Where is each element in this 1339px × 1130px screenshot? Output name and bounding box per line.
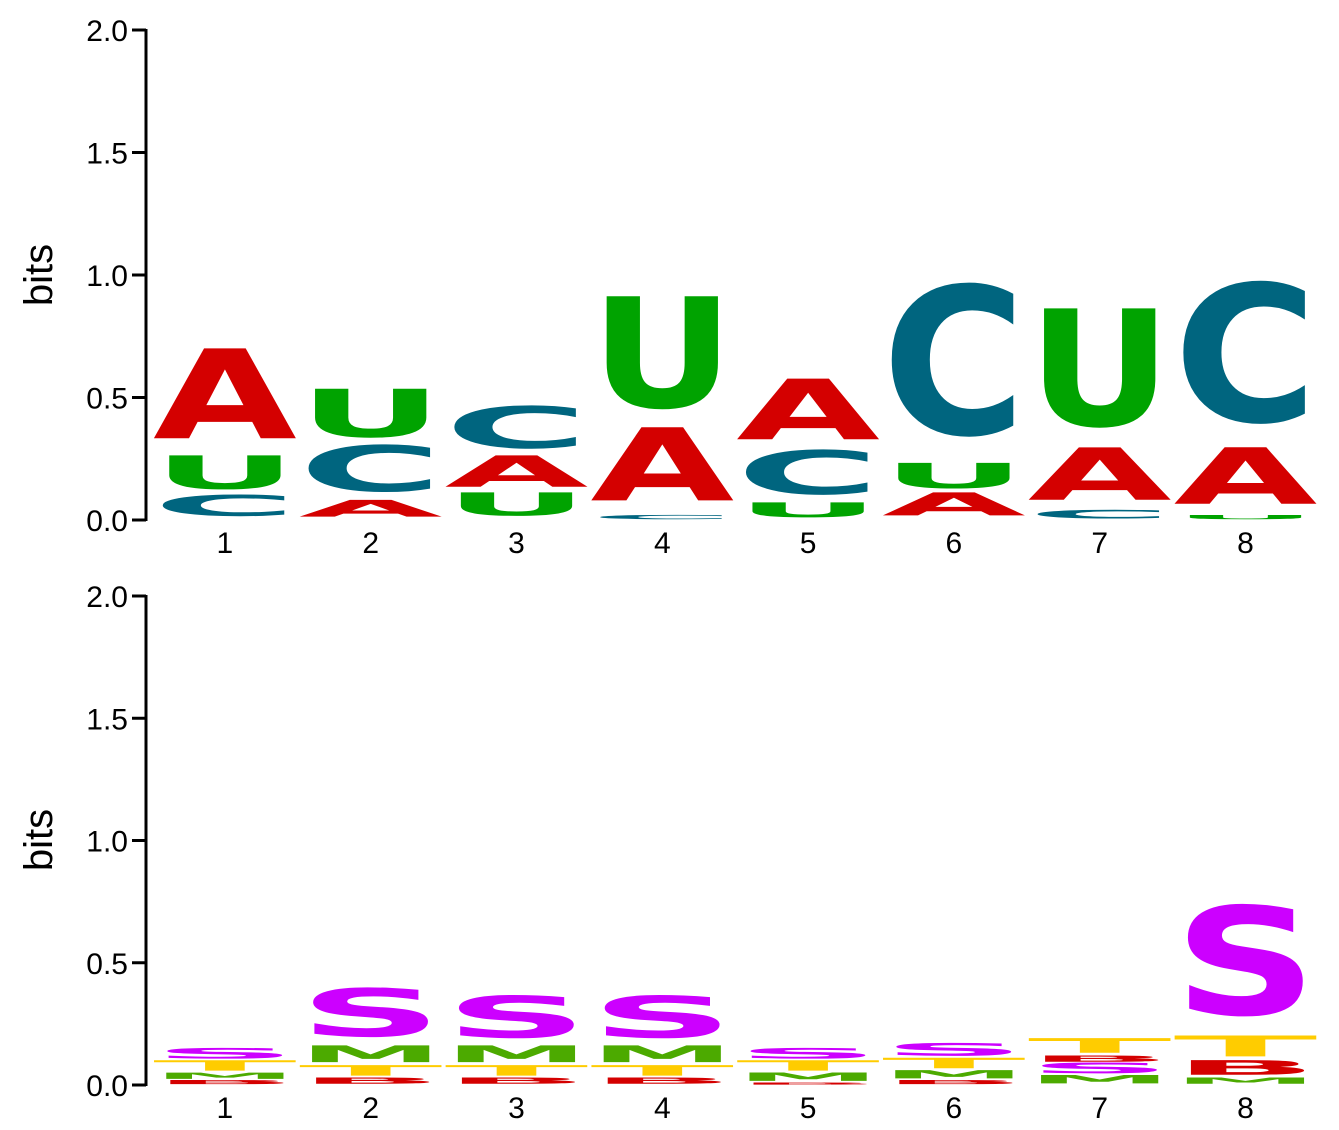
logo-letter-T: T [299, 1062, 443, 1079]
logo-letter-M: M [590, 1041, 734, 1068]
logo-letter-S: S [736, 1045, 880, 1062]
logo-letter-U: U [736, 498, 880, 521]
logo-letter-C: C [736, 438, 880, 508]
logo-letter-U: U [299, 376, 443, 453]
logo-letter-U: U [590, 266, 734, 443]
logo-letter-A: A [736, 362, 880, 459]
logo-letter-A: A [299, 495, 443, 522]
x-position-label: 2 [362, 527, 379, 560]
logo-letter-A: A [1028, 433, 1172, 517]
logo-letter-A: A [1174, 432, 1318, 522]
logo-letter-C: C [882, 246, 1026, 482]
logo-letter-U: U [882, 456, 1026, 496]
logo-letter-A: A [153, 325, 297, 468]
x-position-label: 3 [508, 1092, 525, 1125]
y-tick-label: 1.0 [86, 826, 128, 859]
logo-letter-S: S [445, 984, 589, 1051]
logo-letter-B: B [1174, 1056, 1318, 1079]
logo-letter-C: C [1174, 246, 1318, 466]
logo-letter-A: A [590, 408, 734, 525]
y-tick-label: 1.5 [86, 703, 128, 736]
y-tick-label: 2.0 [86, 581, 128, 614]
logo-letter-C: C [1028, 508, 1172, 521]
logo-letter-M: M [299, 1041, 443, 1068]
logo-letter-A: A [882, 486, 1026, 523]
y-tick-label: 1.0 [86, 260, 128, 293]
x-position-label: 5 [800, 1092, 817, 1125]
logo-letter-B: B [445, 1076, 589, 1086]
logo-letter-T: T [153, 1057, 297, 1074]
logo-letter-U: U [445, 486, 589, 523]
x-position-label: 1 [217, 527, 234, 560]
logo-letter-C: C [445, 395, 589, 462]
logo-letter-C: C [590, 514, 734, 521]
x-position-label: 8 [1237, 1092, 1254, 1125]
logo-letter-S: S [1174, 877, 1318, 1050]
logo-letter-T: T [1174, 1030, 1318, 1063]
x-position-label: 7 [1091, 527, 1108, 560]
x-position-label: 6 [946, 1092, 963, 1125]
logo-letter-M: M [736, 1070, 880, 1083]
x-position-label: 7 [1091, 1092, 1108, 1125]
x-position-label: 6 [946, 527, 963, 560]
y-axis-title: bits [17, 809, 61, 871]
logo-letter-T: T [590, 1062, 734, 1079]
logo-letter-C: C [299, 433, 443, 506]
logo-letter-S: S [153, 1045, 297, 1062]
logo-letter-M: M [1174, 1076, 1318, 1086]
y-tick-label: 2.0 [86, 15, 128, 48]
logo-letter-B: B [882, 1079, 1026, 1086]
y-axis-title: bits [17, 244, 61, 306]
logo-letter-T: T [1028, 1034, 1172, 1057]
logo-letter-M: M [153, 1071, 297, 1081]
logo-letter-U: U [1174, 514, 1318, 521]
logo-letter-U: U [1028, 276, 1172, 463]
y-tick-label: 1.5 [86, 138, 128, 171]
y-tick-label: 0.0 [86, 505, 128, 538]
x-position-label: 5 [800, 527, 817, 560]
logo-letter-A: A [445, 447, 589, 497]
logo-letter-B: B [590, 1076, 734, 1086]
y-tick-label: 0.5 [86, 383, 128, 416]
logo-letter-U: U [153, 446, 297, 500]
logo-letter-M: M [882, 1068, 1026, 1081]
logo-letter-T: T [445, 1062, 589, 1079]
logo-letter-B: B [153, 1079, 297, 1086]
x-position-label: 4 [654, 1092, 671, 1125]
logo-letter-S: S [882, 1040, 1026, 1060]
logo-letter-S: S [1028, 1060, 1172, 1077]
logo-letter-B: B [1028, 1054, 1172, 1064]
x-position-label: 2 [362, 1092, 379, 1125]
logo-letter-M: M [445, 1041, 589, 1068]
logo-letter-B: B [299, 1076, 443, 1086]
y-tick-label: 0.5 [86, 948, 128, 981]
x-position-label: 1 [217, 1092, 234, 1125]
x-position-label: 4 [654, 527, 671, 560]
x-position-label: 3 [508, 527, 525, 560]
logo-letter-S: S [299, 976, 443, 1053]
logo-letter-S: S [590, 984, 734, 1051]
logo-letter-C: C [153, 489, 297, 522]
logo-letter-T: T [882, 1055, 1026, 1072]
y-tick-label: 0.0 [86, 1070, 128, 1103]
x-position-label: 8 [1237, 527, 1254, 560]
logo-letter-B: B [736, 1082, 880, 1085]
logo-letter-M: M [1028, 1073, 1172, 1086]
logo-letter-T: T [736, 1057, 880, 1074]
